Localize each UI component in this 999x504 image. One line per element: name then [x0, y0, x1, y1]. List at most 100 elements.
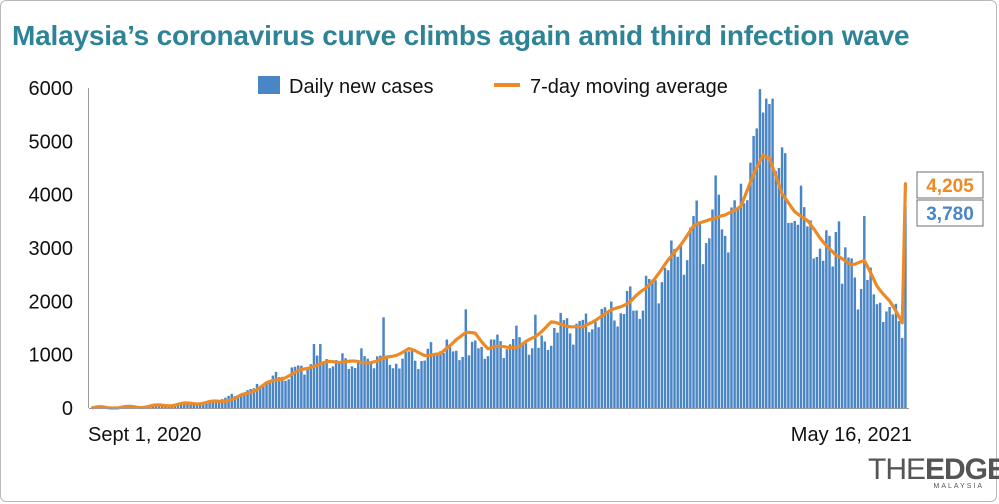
bar-daily-cases: [670, 240, 673, 408]
bar-daily-cases: [426, 348, 430, 408]
bar-daily-cases: [872, 294, 876, 408]
bar-daily-cases: [300, 365, 303, 408]
bar-daily-cases: [376, 356, 379, 408]
bar-daily-cases: [733, 200, 736, 408]
bar-daily-cases: [790, 222, 793, 408]
bar-daily-cases: [442, 352, 445, 408]
bar-daily-cases: [565, 318, 569, 408]
chart-title: Malaysia’s coronavirus curve climbs agai…: [12, 20, 910, 51]
bar-daily-cases: [486, 356, 490, 408]
y-tick-label: 5000: [29, 131, 74, 153]
bar-daily-cases: [398, 368, 401, 408]
bar-daily-cases: [420, 360, 423, 408]
bar-daily-cases: [309, 364, 313, 408]
legend-swatch-bar: [258, 76, 280, 94]
bar-daily-cases: [761, 112, 765, 408]
bar-daily-cases: [606, 312, 610, 408]
legend-label-moving-average: 7-day moving average: [530, 76, 728, 98]
bar-daily-cases: [328, 368, 332, 408]
bar-daily-cases: [815, 256, 819, 408]
bar-daily-cases: [176, 404, 180, 408]
bar-daily-cases: [831, 266, 834, 408]
bar-daily-cases: [350, 366, 354, 408]
bar-daily-cases: [262, 386, 265, 408]
bar-daily-cases: [891, 314, 894, 408]
bar-daily-cases: [625, 290, 629, 408]
bar-daily-cases: [863, 216, 866, 408]
bar-daily-cases: [518, 337, 521, 408]
bar-daily-cases: [673, 248, 676, 408]
bar-daily-cases: [524, 343, 528, 408]
bar-daily-cases: [249, 389, 252, 408]
bar-daily-cases: [334, 360, 338, 408]
bar-daily-cases: [236, 395, 240, 408]
bar-daily-cases: [752, 136, 755, 408]
bar-daily-cases: [512, 338, 515, 408]
bar-daily-cases: [379, 355, 382, 408]
bar-daily-cases: [404, 350, 407, 408]
callout-value-daily-cases: 3,780: [926, 204, 974, 225]
y-tick-label: 4000: [29, 185, 74, 207]
bar-daily-cases: [451, 351, 455, 408]
bar-daily-cases: [682, 274, 686, 408]
bar-daily-cases: [904, 206, 907, 408]
bar-daily-cases: [410, 348, 414, 408]
bar-daily-cases: [391, 368, 395, 408]
bar-daily-cases: [568, 333, 572, 408]
bar-daily-cases: [183, 404, 186, 408]
bar-daily-cases: [217, 401, 221, 408]
bar-daily-cases: [423, 360, 426, 408]
bar-daily-cases: [537, 347, 540, 408]
line-moving-average: [90, 153, 908, 410]
bar-daily-cases: [499, 341, 502, 408]
bar-daily-cases: [255, 383, 259, 408]
bar-daily-cases: [853, 277, 857, 408]
bar-daily-cases: [385, 355, 388, 408]
bar-daily-cases: [369, 362, 373, 408]
bar-daily-cases: [638, 318, 641, 408]
bar-daily-cases: [897, 321, 901, 408]
bar-daily-cases: [186, 403, 189, 408]
bar-daily-cases: [322, 362, 325, 408]
bar-daily-cases: [581, 319, 585, 408]
bar-daily-cases: [315, 355, 319, 408]
bar-daily-cases: [534, 314, 537, 408]
bar-daily-cases: [540, 335, 543, 408]
bar-daily-cases: [755, 128, 758, 408]
bar-daily-cases: [489, 339, 493, 408]
bar-daily-cases: [644, 275, 648, 408]
bar-daily-cases: [496, 334, 499, 408]
bar-daily-cases: [632, 310, 635, 408]
bar-daily-cases: [635, 310, 638, 408]
bar-daily-cases: [208, 401, 211, 408]
bar-daily-cases: [543, 341, 547, 408]
bar-daily-cases: [477, 348, 480, 408]
bar-daily-cases: [157, 405, 161, 408]
bar-daily-cases: [214, 401, 218, 408]
bar-daily-cases: [474, 340, 477, 408]
bar-daily-cases: [515, 325, 518, 408]
bar-daily-cases: [587, 332, 591, 408]
bar-daily-cases: [875, 304, 879, 408]
bar-daily-cases: [271, 375, 275, 408]
bar-daily-cases: [224, 397, 227, 408]
bar-daily-cases: [357, 360, 360, 408]
bar-daily-cases: [780, 147, 784, 409]
bar-daily-cases: [679, 245, 683, 408]
bar-daily-cases: [189, 403, 192, 408]
y-axis-ticks: 0 1000 2000 3000 4000 5000 6000: [29, 78, 74, 420]
bar-daily-cases: [252, 388, 256, 408]
bar-daily-cases: [828, 235, 831, 408]
bar-daily-cases: [556, 332, 559, 408]
bar-daily-cases: [268, 383, 271, 408]
bar-daily-cases: [312, 344, 316, 408]
bar-daily-cases: [192, 403, 196, 408]
bar-daily-cases: [461, 356, 464, 408]
bar-daily-cases: [821, 260, 825, 408]
bar-daily-cases: [240, 393, 243, 408]
bar-daily-cases: [844, 247, 847, 408]
value-callouts: 4,205 3,780: [916, 171, 984, 227]
callout-box-daily-cases: [916, 199, 984, 227]
bar-daily-cases: [388, 364, 392, 408]
